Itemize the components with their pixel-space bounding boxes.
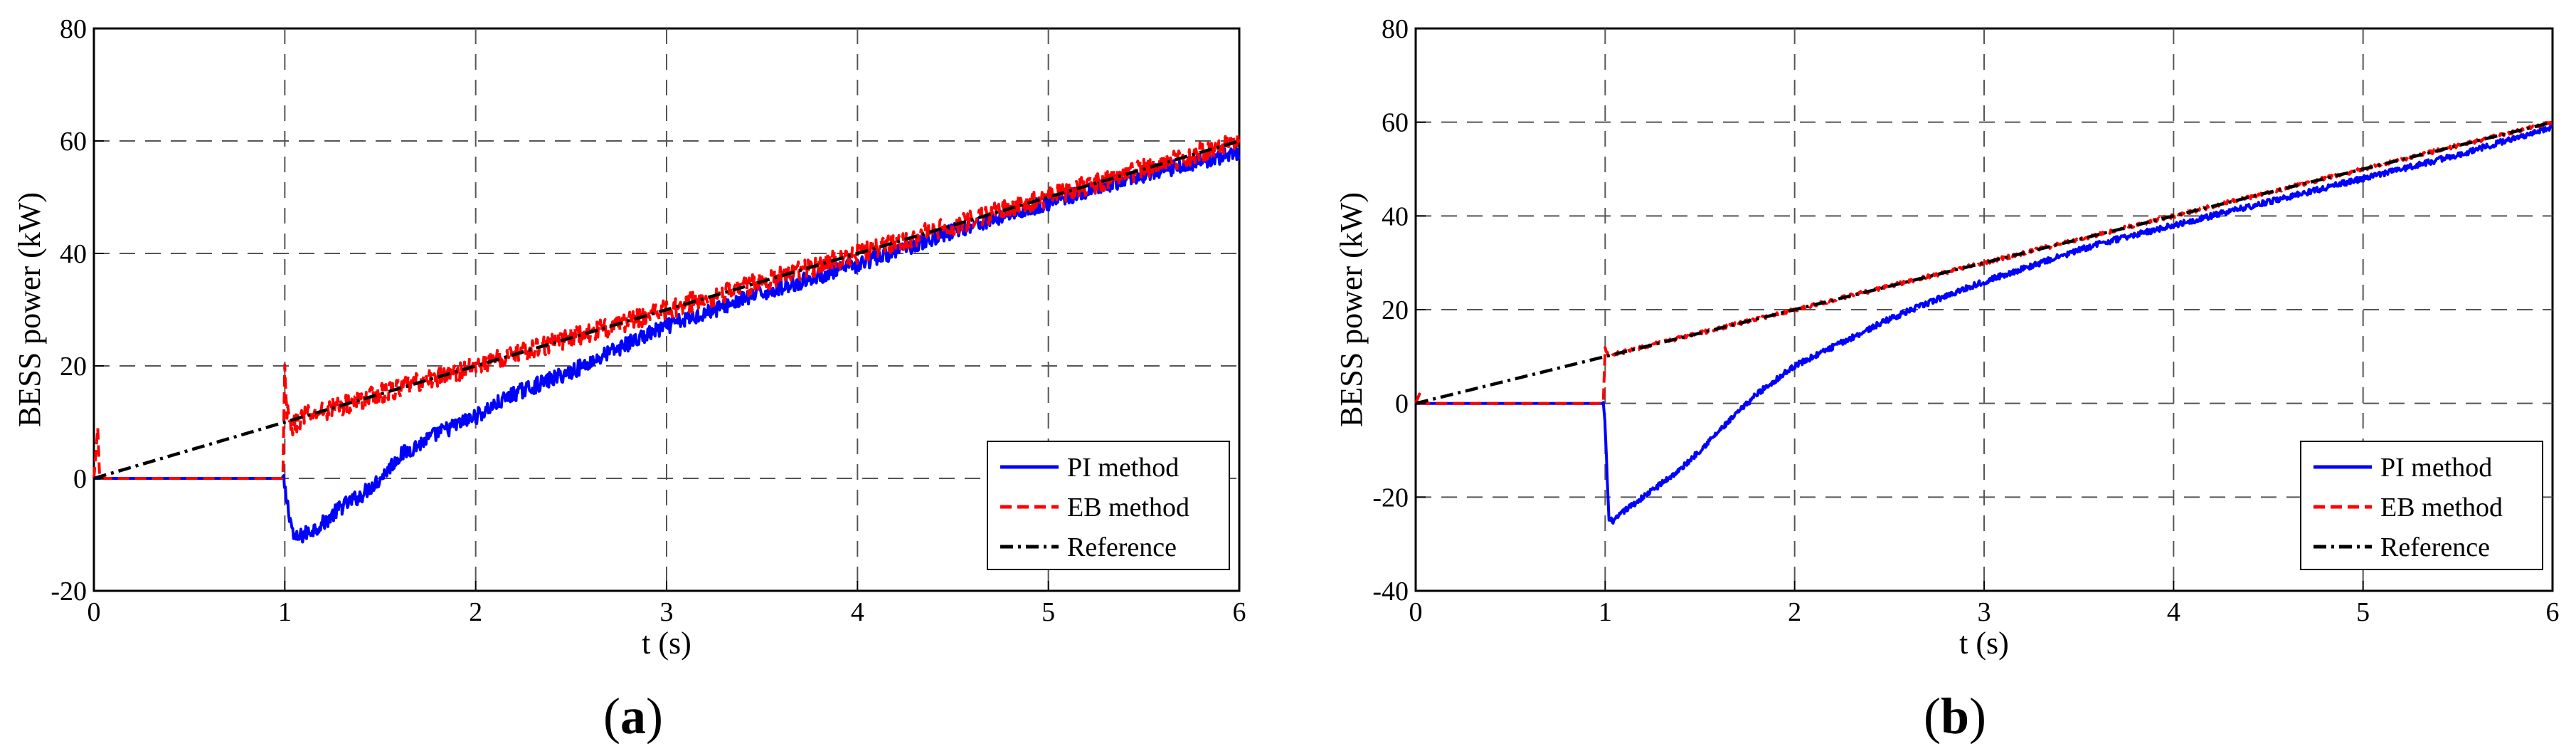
x-tick-label-b: 6 bbox=[2546, 597, 2560, 627]
panel-label-a: (a) bbox=[603, 688, 663, 745]
x-tick-label-b: 0 bbox=[1409, 597, 1423, 627]
legend-label-pi-b: PI method bbox=[2380, 453, 2492, 483]
x-tick-label-a: 3 bbox=[660, 597, 674, 627]
x-tick-label-a: 5 bbox=[1041, 597, 1055, 627]
panel-label-b: (b) bbox=[1924, 688, 1986, 745]
series-layer-b bbox=[1414, 120, 2554, 525]
y-axis-title-b: BESS power (kW) bbox=[1334, 192, 1369, 427]
x-tick-label-a: 4 bbox=[851, 597, 864, 627]
y-tick-label-b: 0 bbox=[1395, 389, 1409, 419]
y-tick-label-b: 80 bbox=[1382, 14, 1409, 44]
x-tick-label-b: 2 bbox=[1788, 597, 1801, 627]
legend-label-ref-a: Reference bbox=[1067, 532, 1177, 562]
axes-b: 0 1 2 3 4 5 6 -40 -20 0 20 40 60 80 bbox=[1372, 14, 2559, 627]
x-tick-label-a: 1 bbox=[278, 597, 292, 627]
series-line-eb-method-a bbox=[92, 132, 1241, 480]
series-line-reference-a bbox=[93, 139, 1240, 481]
y-tick-label-a: 20 bbox=[60, 352, 87, 382]
series-layer-a bbox=[92, 132, 1241, 544]
x-axis-title-b: t (s) bbox=[1959, 626, 2009, 661]
x-tick-label-b: 3 bbox=[1978, 597, 1991, 627]
y-tick-label-b: 20 bbox=[1382, 295, 1409, 325]
x-tick-label-b: 1 bbox=[1599, 597, 1612, 627]
x-tick-label-a: 6 bbox=[1233, 597, 1246, 627]
legend-b: PI method EB method Reference bbox=[2300, 441, 2543, 570]
x-tick-label-a: 2 bbox=[469, 597, 482, 627]
series-line-reference-b bbox=[1415, 120, 2553, 405]
legend-a: PI method EB method Reference bbox=[987, 441, 1230, 570]
x-tick-label-a: 0 bbox=[88, 597, 101, 627]
legend-label-eb-b: EB method bbox=[2380, 493, 2503, 523]
y-tick-label-a: 60 bbox=[60, 127, 87, 157]
y-tick-label-b: -20 bbox=[1372, 483, 1409, 513]
y-tick-label-a: 80 bbox=[60, 14, 87, 44]
y-tick-label-b: 40 bbox=[1382, 201, 1409, 231]
x-tick-label-b: 4 bbox=[2167, 597, 2180, 627]
y-tick-label-a: -20 bbox=[51, 577, 87, 607]
y-tick-label-a: 0 bbox=[73, 464, 87, 494]
series-line-pi-method-b bbox=[1415, 123, 2553, 525]
x-tick-label-b: 5 bbox=[2356, 597, 2370, 627]
legend-label-eb-a: EB method bbox=[1067, 493, 1189, 523]
y-tick-label-b: -40 bbox=[1372, 577, 1409, 607]
y-axis-title-a: BESS power (kW) bbox=[12, 192, 47, 427]
y-tick-label-b: 60 bbox=[1382, 108, 1409, 138]
y-tick-label-a: 40 bbox=[60, 239, 87, 269]
legend-label-pi-a: PI method bbox=[1067, 453, 1179, 483]
x-axis-title-a: t (s) bbox=[642, 626, 691, 661]
chart-panel-b: 0 1 2 3 4 5 6 -40 -20 0 20 40 60 80 t (s) BESS power … bbox=[1334, 14, 2560, 745]
panel-letter-b: b bbox=[1941, 688, 1969, 745]
series-line-pi-method-a bbox=[93, 144, 1241, 544]
panel-letter-a: a bbox=[620, 688, 646, 745]
legend-label-ref-b: Reference bbox=[2380, 532, 2490, 562]
